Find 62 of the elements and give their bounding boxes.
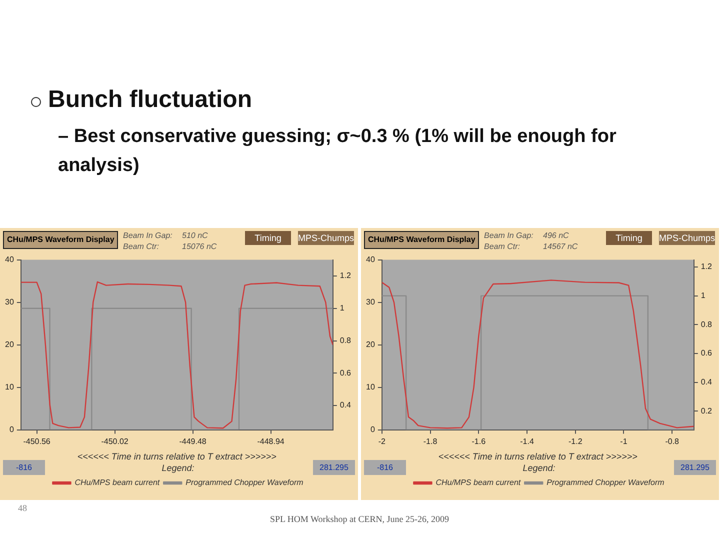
x-tick-label: -1.8 — [423, 436, 438, 446]
x-tick-label: -449.48 — [179, 436, 207, 446]
text: Beam In Gap: — [484, 231, 534, 240]
y-tick-label: 30 — [4, 298, 14, 307]
text: 48 — [18, 503, 27, 513]
y-tick-label: 0 — [370, 425, 376, 434]
y2-tick-label: 0.6 — [340, 368, 352, 378]
y-tick-label: 20 — [4, 340, 14, 350]
y-tick-label: 10 — [4, 382, 14, 392]
text: 15076 nC — [182, 242, 217, 251]
text: Timing — [245, 231, 291, 245]
text: Beam Ctr: — [484, 242, 520, 251]
y2-tick-label: 0.6 — [700, 348, 713, 358]
y2-tick-label: 0.4 — [700, 377, 713, 386]
x-tick-label: -1.4 — [520, 436, 534, 446]
legend-title: Legend: — [522, 463, 556, 474]
y2-tick-label: 1 — [340, 304, 345, 313]
y2-tick-label: 1.2 — [700, 262, 713, 272]
text: Beam In Gap: — [123, 231, 172, 240]
text: SPL HOM Workshop at CERN, June 25-26, 2009 — [270, 514, 450, 524]
y2-tick-label: 0.8 — [700, 320, 713, 329]
x-tick-label: -2 — [378, 436, 386, 446]
y-tick-label: 0 — [9, 425, 14, 434]
y-tick-label: 20 — [366, 340, 376, 350]
legend-label: CHu/MPS beam current — [74, 478, 160, 488]
chart-title: CHu/MPS Waveform Display — [3, 231, 118, 249]
text: 510 nC — [182, 231, 208, 240]
text: -816 — [3, 460, 45, 475]
y2-tick-label: 1 — [700, 291, 706, 300]
text: 281.295 — [674, 460, 716, 475]
y2-tick-label: 0.4 — [340, 400, 352, 410]
x-axis-title: <<<<<< Time in turns relative to T extract >>>>>> — [438, 451, 638, 462]
text: -816 — [364, 460, 406, 475]
legend-label: Programmed Chopper Waveform — [186, 478, 304, 488]
legend-label: Programmed Chopper Waveform — [546, 478, 665, 488]
x-tick-label: -1.2 — [568, 436, 583, 446]
legend-label: CHu/MPS beam current — [436, 478, 522, 488]
text: Bunch fluctuation — [48, 86, 252, 114]
legend-title: Legend: — [162, 463, 195, 474]
y-tick-label: 40 — [366, 255, 376, 264]
text: 496 nC — [543, 231, 569, 240]
x-tick-label: -450.02 — [101, 436, 129, 446]
y-tick-label: 10 — [366, 382, 376, 392]
text: 281.295 — [313, 460, 355, 475]
x-tick-label: -1.6 — [472, 436, 486, 446]
x-tick-label: -1 — [620, 436, 628, 446]
x-tick-label: -448.94 — [257, 436, 285, 446]
text: MPS-Chumps — [659, 231, 716, 245]
y-tick-label: 30 — [366, 298, 376, 307]
x-axis-title: <<<<<< Time in turns relative to T extract >>>>>> — [77, 451, 276, 462]
y2-tick-label: 1.2 — [340, 271, 352, 280]
text: Timing — [606, 231, 652, 245]
x-tick-label: -450.56 — [23, 436, 51, 446]
y-tick-label: 40 — [4, 255, 14, 264]
x-tick-label: -0.8 — [665, 436, 680, 446]
text: MPS-Chumps — [298, 231, 354, 245]
text: – Best conservative guessing; σ~0.3 % (1% will be enough for analysis) — [58, 125, 618, 178]
text: 14567 nC — [543, 242, 578, 251]
y2-tick-label: 0.2 — [700, 406, 713, 416]
y2-tick-label: 0.8 — [340, 336, 352, 345]
text: Beam Ctr: — [123, 242, 160, 251]
chart-title: CHu/MPS Waveform Display — [364, 231, 479, 249]
